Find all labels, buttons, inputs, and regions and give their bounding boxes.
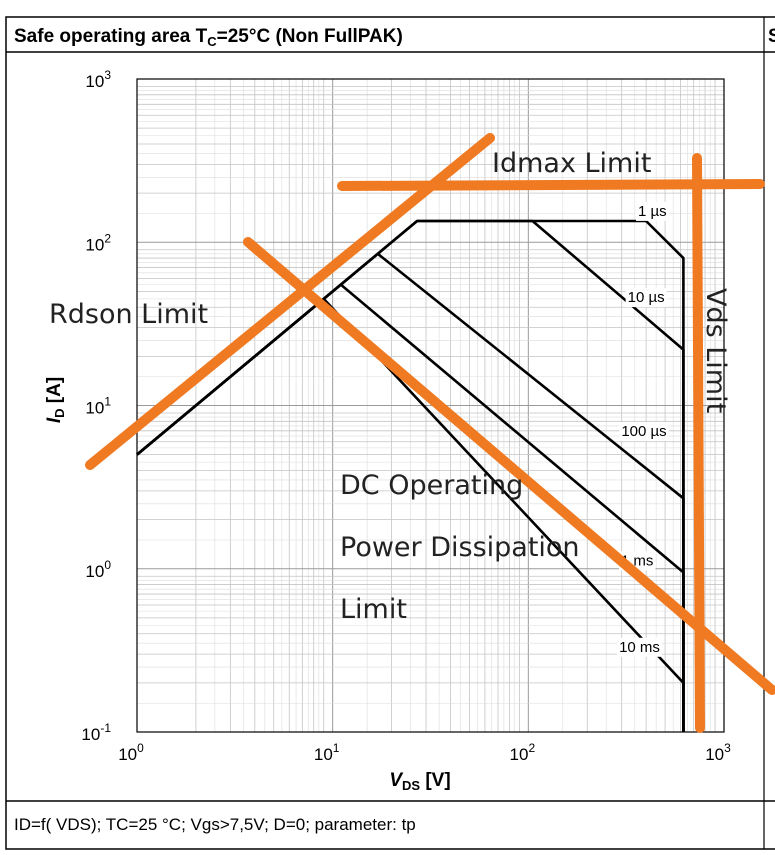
power-dissipation-limit-line <box>243 237 775 695</box>
dc-operating-label: DC Operating <box>340 470 523 501</box>
x-tick-label: 100 <box>118 741 144 764</box>
curve-label-text: 100 µs <box>621 423 666 440</box>
y-tick-label: 101 <box>85 395 111 418</box>
curve-label: 10 µs <box>625 288 667 308</box>
idmax-limit-label: Idmax Limit <box>492 148 651 179</box>
rdson-limit-label: Rdson Limit <box>49 299 208 330</box>
y-tick-label: 103 <box>85 68 111 91</box>
x-tick-label: 102 <box>510 741 536 764</box>
curve-label-bg <box>617 637 662 657</box>
curve-label-bg <box>625 288 667 308</box>
x-tick-label: 103 <box>705 741 731 764</box>
tick-labels: 100 101 102 103 10-1 100 101 102 103 <box>81 68 731 764</box>
footer-caption: ID=f( VDS); TC=25 °C; Vgs>7,5V; D=0; par… <box>14 815 416 834</box>
curve-label-text: 10 ms <box>619 639 660 656</box>
vds-limit-line <box>692 153 705 733</box>
soa-curve <box>136 297 685 732</box>
y-tick-label: 10-1 <box>81 721 111 744</box>
curve-label-bg <box>619 422 669 442</box>
soa-curves <box>136 219 685 732</box>
annotation-lines <box>85 133 775 733</box>
rdson-limit-line <box>85 133 495 470</box>
limit-label: Limit <box>340 594 407 625</box>
plot-border <box>136 78 725 733</box>
curve-label: 10 ms <box>617 637 662 657</box>
x-axis-label: VDS [V] <box>389 770 450 793</box>
curve-label-text: 10 µs <box>628 289 665 306</box>
y-tick-label: 102 <box>85 231 111 254</box>
curve-label: 100 µs <box>619 422 669 442</box>
curve-label-text: 1 µs <box>638 203 667 220</box>
idmax-limit-line <box>337 179 765 191</box>
curve-label-bg <box>635 201 669 221</box>
curve-label: 1 µs <box>635 201 669 221</box>
chart-title: Safe operating area TC=25°C (Non FullPAK… <box>14 26 403 49</box>
y-axis-label: ID [A] <box>44 377 67 423</box>
x-tick-label: 101 <box>314 741 340 764</box>
next-panel-title-fragment: S <box>768 26 775 47</box>
vds-limit-label: Vds Limit <box>700 288 731 413</box>
y-tick-label: 100 <box>85 558 111 581</box>
power-dissipation-label: Power Dissipation <box>340 532 580 563</box>
